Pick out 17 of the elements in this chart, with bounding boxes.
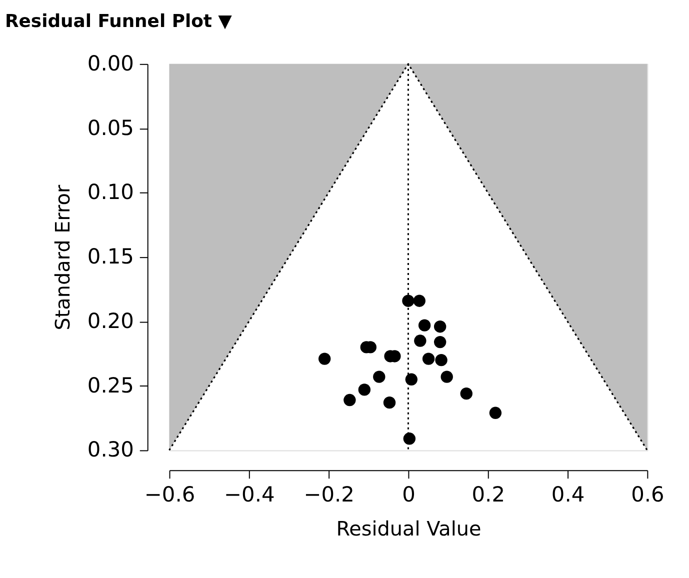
x-tick-label: 0: [402, 482, 416, 507]
y-tick-label: 0.30: [87, 438, 134, 462]
chart-title: Residual Funnel Plot ▼: [4, 11, 232, 32]
y-axis-title: Standard Error: [51, 184, 74, 330]
y-tick-label: 0.15: [87, 244, 134, 269]
x-tick-label: −0.6: [144, 482, 196, 507]
x-tick-label: −0.4: [224, 482, 275, 507]
x-tick-label: 0.4: [551, 482, 585, 507]
x-tick-label: 0.6: [631, 482, 664, 507]
y-tick-label: 0.00: [87, 51, 134, 76]
x-tick-label: −0.2: [304, 482, 354, 507]
x-tick-label: 0.2: [472, 482, 505, 507]
x-axis-title: Residual Value: [336, 517, 482, 540]
y-tick-label: 0.20: [87, 308, 134, 333]
y-tick-label: 0.05: [87, 116, 134, 140]
y-tick-label: 0.10: [87, 180, 134, 204]
y-tick-label: 0.25: [87, 373, 134, 398]
